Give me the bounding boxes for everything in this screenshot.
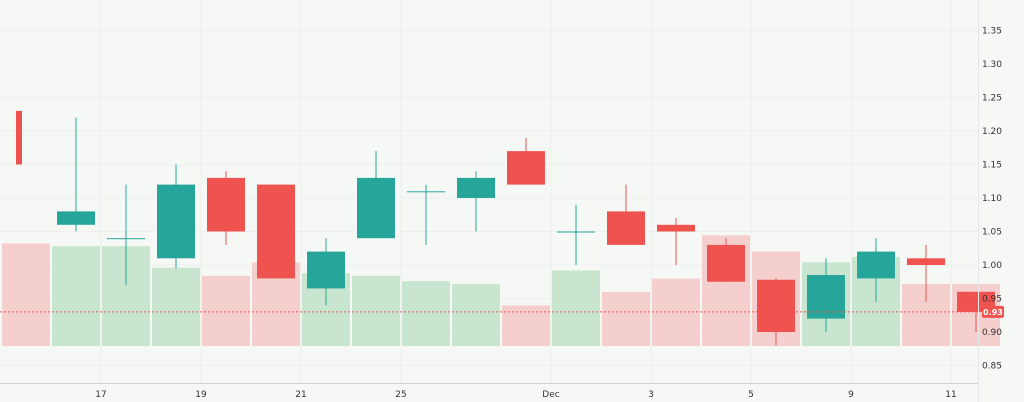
volume-bar [352, 275, 400, 346]
price-axis: 0.85 0.90 0.95 1.00 1.05 1.10 1.15 1.20 1.25 1.30… [982, 27, 1002, 372]
candle-body-down [16, 110, 22, 165]
volume-bars [2, 235, 1000, 346]
x-tick-label: 17 [95, 390, 106, 400]
candle-body-down [257, 184, 295, 279]
y-tick-label: 1.25 [982, 94, 1002, 104]
candle-body-up [157, 184, 195, 259]
y-tick-label: 1.00 [982, 261, 1002, 271]
y-tick-label: 1.20 [982, 127, 1002, 137]
x-tick-label: 25 [395, 390, 406, 400]
x-tick-label: 5 [748, 390, 754, 400]
x-tick-label: 9 [848, 390, 854, 400]
candle-body-up [407, 191, 445, 193]
x-tick-label: 21 [295, 390, 306, 400]
y-tick-label: 0.85 [982, 362, 1002, 372]
candle-body-up [107, 238, 145, 240]
x-tick-label: 19 [195, 390, 207, 400]
y-tick-label: 1.05 [982, 228, 1002, 238]
y-tick-label: 1.15 [982, 161, 1002, 171]
candle-body-up [557, 231, 595, 233]
last-price-value: 0.93 [983, 308, 1003, 317]
candles [16, 110, 995, 346]
last-price-label: 0.93 [982, 305, 1004, 318]
volume-bar [552, 270, 600, 346]
candle-body-down [207, 177, 245, 232]
volume-bar [202, 275, 250, 346]
y-tick-label: 1.35 [982, 27, 1002, 37]
x-tick-label: Dec [542, 390, 559, 400]
y-tick-label: 1.10 [982, 194, 1002, 204]
candle-body-down [507, 151, 545, 185]
x-tick-label: 11 [945, 390, 956, 400]
candle-body-down [707, 244, 745, 282]
candle-body-up [357, 177, 395, 239]
volume-bar [52, 246, 100, 346]
volume-bar [402, 281, 450, 346]
candle-body-down [607, 211, 645, 245]
volume-bar [152, 267, 200, 346]
volume-bar [2, 243, 50, 346]
last-price-tag [982, 305, 1004, 318]
candle-body-up [857, 251, 895, 279]
candle-body-down [907, 258, 945, 265]
candle-body-up [57, 211, 95, 225]
y-tick-label: 0.90 [982, 328, 1002, 338]
candle-body-up [457, 177, 495, 198]
y-tick-label: 1.30 [982, 60, 1002, 70]
candle-body-down [657, 224, 695, 232]
candle-body-up [807, 275, 845, 319]
time-axis: 17 19 21 25 Dec 3 5 9 11 [95, 390, 956, 400]
candle-body-up [307, 251, 345, 289]
volume-bar [452, 283, 500, 346]
x-tick-label: 3 [648, 390, 654, 400]
volume-bar [602, 292, 650, 346]
candle-body-down [757, 279, 795, 332]
y-tick-label: 0.95 [982, 295, 1002, 305]
